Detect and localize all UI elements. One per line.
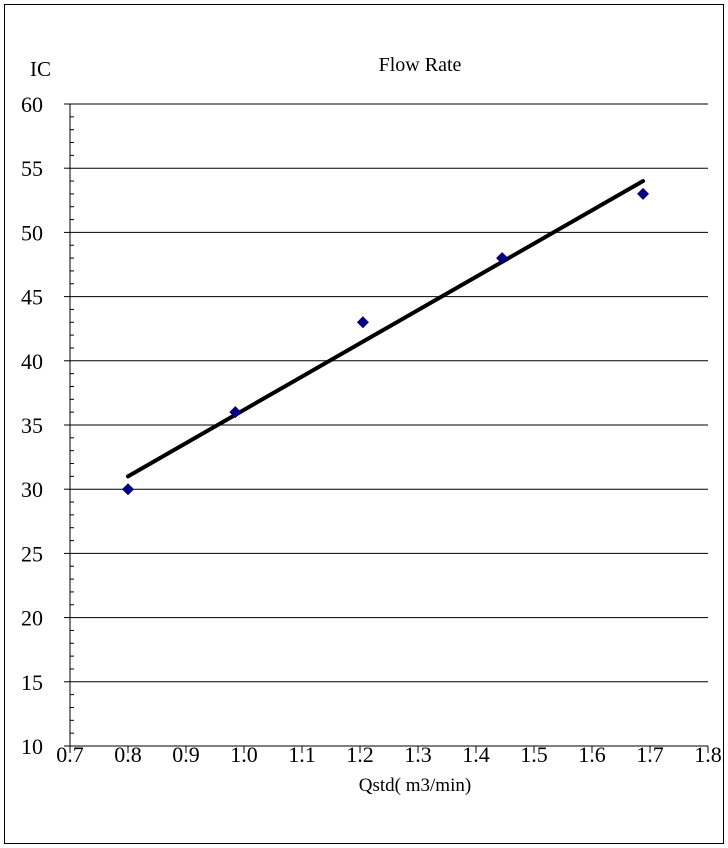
series	[122, 179, 650, 496]
y-axis-label: IC	[30, 57, 51, 81]
y-tick-label: 20	[21, 606, 43, 631]
axes	[64, 103, 709, 753]
x-tick-label: 1.8	[694, 742, 722, 767]
y-tick-label: 10	[21, 734, 43, 759]
data-point	[229, 406, 242, 419]
x-tick-label: 1.7	[636, 742, 664, 767]
y-tick-label: 15	[21, 670, 43, 695]
data-point	[637, 187, 650, 200]
y-tick-label: 40	[21, 349, 43, 374]
x-tick-label: 1.6	[578, 742, 606, 767]
grid-lines	[70, 103, 708, 683]
data-point	[122, 483, 134, 496]
x-tick-label: 0.7	[56, 742, 84, 767]
chart-title: Flow Rate	[379, 54, 462, 76]
data-point	[356, 316, 369, 329]
tick-labels: 10 15 20 25 30 35 40 45 50 55 60 0.7 0.8 0.9 1.0 1.1 1.2…	[21, 92, 722, 767]
y-tick-label: 25	[21, 541, 43, 566]
x-tick-label: 1.5	[520, 742, 548, 767]
trendline	[126, 179, 646, 479]
x-tick-label: 0.9	[172, 742, 200, 767]
y-tick-label: 60	[21, 92, 43, 117]
y-tick-label: 45	[21, 285, 43, 310]
x-tick-label: 1.0	[230, 742, 258, 767]
x-axis-label: Qstd( m3/min)	[359, 775, 471, 796]
y-tick-label: 55	[21, 156, 43, 181]
x-tick-label: 1.2	[346, 742, 374, 767]
x-tick-label: 1.1	[288, 742, 316, 767]
data-point	[496, 252, 509, 265]
y-tick-label: 35	[21, 413, 43, 438]
y-tick-label: 50	[21, 220, 43, 245]
x-tick-label: 1.3	[404, 742, 432, 767]
x-tick-label: 1.4	[462, 742, 490, 767]
y-tick-label: 30	[21, 477, 43, 502]
chart-frame	[4, 4, 724, 844]
x-tick-label: 0.8	[114, 742, 142, 767]
